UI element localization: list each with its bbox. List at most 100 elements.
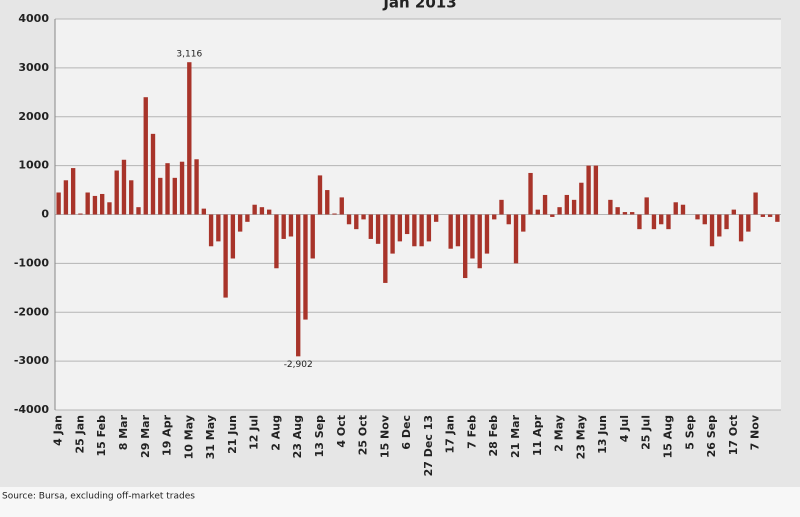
- bar: [542, 194, 548, 215]
- bar: [426, 214, 432, 242]
- bar: [738, 214, 744, 242]
- bar: [354, 214, 359, 230]
- bar: [397, 214, 403, 242]
- bar: [499, 199, 504, 215]
- bar: [528, 172, 533, 215]
- x-tick-label: 4 Jul: [618, 415, 631, 442]
- x-tick-label: 21 Jun: [226, 415, 239, 454]
- bar: [383, 214, 388, 283]
- source: Source: Bursa, excluding off-market trad…: [2, 492, 195, 502]
- x-tick-label: 17 Oct: [727, 415, 740, 455]
- bar: [753, 192, 758, 215]
- bar: [564, 194, 570, 215]
- bar: [346, 214, 352, 225]
- x-tick-label: 7 Feb: [465, 415, 478, 449]
- bar: [775, 214, 780, 222]
- x-tick-label: 25 Oct: [357, 415, 370, 455]
- x-tick-label: 23 May: [574, 415, 587, 459]
- bar: [303, 214, 308, 320]
- bar: [731, 209, 736, 215]
- bar: [571, 199, 577, 215]
- bar: [332, 213, 337, 215]
- bar: [608, 199, 613, 215]
- x-tick-label: 25 Jul: [640, 415, 653, 450]
- bar: [252, 204, 257, 215]
- x-tick-label: 8 Mar: [117, 414, 130, 450]
- data-label: 3,116: [176, 50, 202, 60]
- bar: [245, 214, 250, 222]
- bar: [325, 190, 330, 215]
- bar: [230, 214, 236, 259]
- bar: [760, 214, 766, 217]
- y-tick-label: 3000: [18, 61, 49, 74]
- x-tick-label: 25 Jan: [73, 415, 86, 453]
- bar: [521, 214, 526, 232]
- bar: [78, 213, 83, 215]
- bar: [317, 175, 323, 215]
- bar: [368, 214, 373, 239]
- bar: [615, 207, 620, 215]
- x-tick-label: 26 Sep: [705, 415, 718, 458]
- bar: [724, 214, 729, 230]
- bar: [390, 214, 395, 254]
- bar: [281, 214, 286, 239]
- x-tick-label: 21 Mar: [509, 414, 522, 458]
- x-tick-label: 6 Dec: [400, 415, 413, 450]
- bar: [767, 214, 773, 217]
- bar: [666, 214, 671, 230]
- bar: [165, 163, 170, 215]
- bar: [339, 197, 344, 215]
- bar: [187, 62, 192, 215]
- bar: [659, 214, 664, 225]
- bar: [136, 207, 141, 215]
- bar: [107, 202, 112, 215]
- y-tick-label: -4000: [14, 403, 50, 416]
- chart-title: Jan 2013: [382, 0, 456, 12]
- bar: [629, 212, 635, 215]
- x-tick-label: 10 May: [182, 415, 195, 459]
- bar: [310, 214, 315, 259]
- bar: [121, 159, 127, 215]
- bar: [201, 208, 207, 215]
- bar: [593, 165, 599, 215]
- x-tick-label: 12 Jul: [248, 415, 261, 450]
- y-tick-label: 4000: [18, 12, 49, 25]
- bar: [274, 214, 279, 269]
- bar: [557, 207, 562, 215]
- bar: [550, 214, 555, 217]
- bar: [150, 133, 156, 215]
- x-tick-label: 13 Jun: [596, 415, 609, 454]
- bar: [56, 192, 61, 215]
- bar: [208, 214, 214, 247]
- data-label: -2,902: [284, 360, 313, 370]
- x-tick-label: 27 Dec 13: [422, 415, 435, 476]
- footer: [0, 487, 800, 517]
- bar: [579, 182, 584, 215]
- bar: [216, 214, 221, 242]
- bar: [419, 214, 424, 247]
- y-tick-label: 1000: [18, 159, 49, 172]
- bar: [223, 214, 228, 298]
- bar: [259, 207, 265, 215]
- bar: [129, 180, 134, 215]
- bar: [412, 214, 417, 247]
- bar: [63, 180, 69, 215]
- bar: [448, 214, 453, 249]
- bar: [143, 97, 148, 215]
- bar: [70, 168, 76, 215]
- bar: [92, 195, 98, 215]
- bar: [266, 209, 272, 215]
- bar: [477, 214, 482, 269]
- bar: [586, 165, 591, 215]
- x-tick-label: 15 Aug: [661, 415, 674, 458]
- x-tick-label: 2 May: [553, 415, 566, 452]
- bar: [637, 214, 642, 230]
- y-tick-label: 2000: [18, 110, 49, 123]
- bar: [237, 214, 243, 232]
- bar: [375, 214, 381, 244]
- bar: [484, 214, 490, 254]
- bar: [296, 214, 301, 357]
- x-tick-label: 31 May: [204, 415, 217, 459]
- x-tick-label: 17 Jan: [444, 415, 457, 453]
- y-tick-label: -2000: [14, 305, 50, 318]
